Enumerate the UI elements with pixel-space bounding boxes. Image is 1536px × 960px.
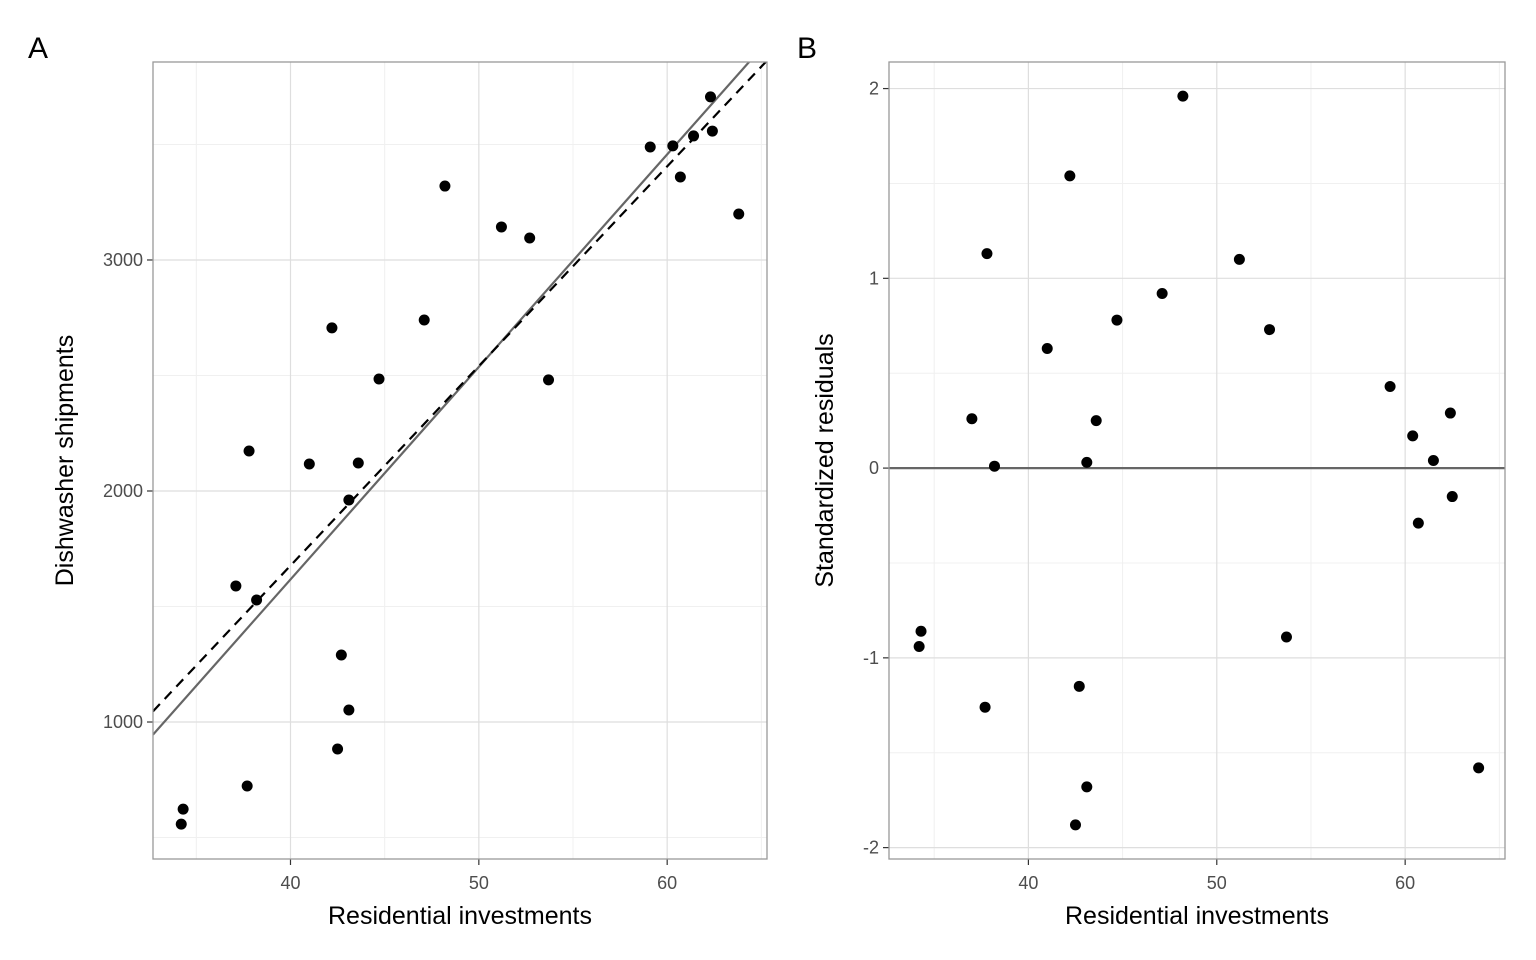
data-point (966, 413, 978, 425)
x-axis-title: Residential investments (328, 902, 592, 930)
data-point (230, 580, 242, 592)
data-point (543, 374, 555, 386)
data-point (1446, 491, 1458, 503)
plot-area (889, 90, 1505, 831)
panel-border (152, 61, 768, 860)
data-point (177, 803, 189, 815)
data-point (1384, 380, 1396, 392)
data-point (704, 91, 716, 103)
tick-label-x: 60 (657, 873, 677, 893)
data-point (524, 232, 536, 244)
tick-label-x: 50 (469, 873, 489, 893)
data-point (1069, 819, 1081, 831)
y-axis-title: Standardized residuals (811, 333, 839, 587)
data-point (343, 494, 355, 506)
data-point (439, 180, 451, 192)
data-point (243, 445, 255, 457)
tick-label-y: 0 (869, 458, 879, 478)
data-point (915, 625, 927, 637)
tick-label-x: 60 (1395, 873, 1415, 893)
data-point (1264, 324, 1276, 336)
data-point (1064, 170, 1076, 182)
data-point (1412, 517, 1424, 529)
data-point (913, 640, 925, 652)
x-axis-title: Residential investments (1065, 902, 1329, 930)
data-point (303, 458, 315, 470)
data-point (644, 141, 656, 153)
data-point (175, 818, 187, 830)
data-point (1177, 90, 1189, 102)
data-point (979, 701, 991, 713)
data-point (1111, 314, 1123, 326)
data-point (1407, 430, 1419, 442)
tick-label-y: -2 (863, 838, 879, 858)
data-point (495, 221, 507, 233)
data-point (373, 373, 385, 385)
tick-label-y: 2 (869, 79, 879, 99)
panel-A: 40 50 60 1000 2000 3000 Residential investment… (28, 32, 768, 930)
data-point (667, 140, 679, 152)
data-point (733, 208, 745, 220)
tick-label-y: 1000 (103, 712, 143, 732)
data-point (241, 780, 253, 792)
data-point (1041, 343, 1053, 355)
tick-label-x: 50 (1207, 873, 1227, 893)
tick-label-y: -1 (863, 648, 879, 668)
data-point (674, 171, 686, 183)
data-point (1081, 456, 1093, 468)
data-point (343, 704, 355, 716)
dashed-fit-line (153, 62, 767, 713)
data-point (418, 314, 430, 326)
y-axis-title: Dishwasher shipments (51, 335, 79, 587)
data-point (1473, 762, 1485, 774)
tick-label-y: 3000 (103, 250, 143, 270)
data-point (1427, 455, 1439, 466)
data-point (251, 594, 263, 606)
tick-label-y: 1 (869, 268, 879, 288)
plot-area (153, 62, 767, 830)
data-point (1233, 253, 1245, 265)
data-point (706, 125, 718, 137)
tick-label-x: 40 (280, 873, 300, 893)
panel-label: B (797, 32, 817, 65)
panel-B: 40 50 60 -2 -1 0 1 2 Residential investments Stan… (797, 32, 1506, 930)
data-point (688, 130, 700, 142)
panel-label: A (28, 32, 48, 65)
data-point (988, 460, 1000, 472)
data-point (332, 743, 344, 755)
data-point (326, 322, 338, 334)
tick-label-x: 40 (1018, 873, 1038, 893)
data-point (1081, 781, 1093, 793)
data-point (981, 248, 993, 260)
data-point (1280, 631, 1292, 643)
solid-fit-line (153, 62, 751, 736)
data-point (1090, 415, 1102, 427)
panel-border (888, 61, 1506, 860)
data-point (1073, 680, 1085, 692)
data-point (1156, 288, 1168, 300)
data-point (1444, 407, 1456, 419)
tick-label-y: 2000 (103, 481, 143, 501)
data-point (335, 649, 347, 661)
data-point (352, 457, 364, 469)
